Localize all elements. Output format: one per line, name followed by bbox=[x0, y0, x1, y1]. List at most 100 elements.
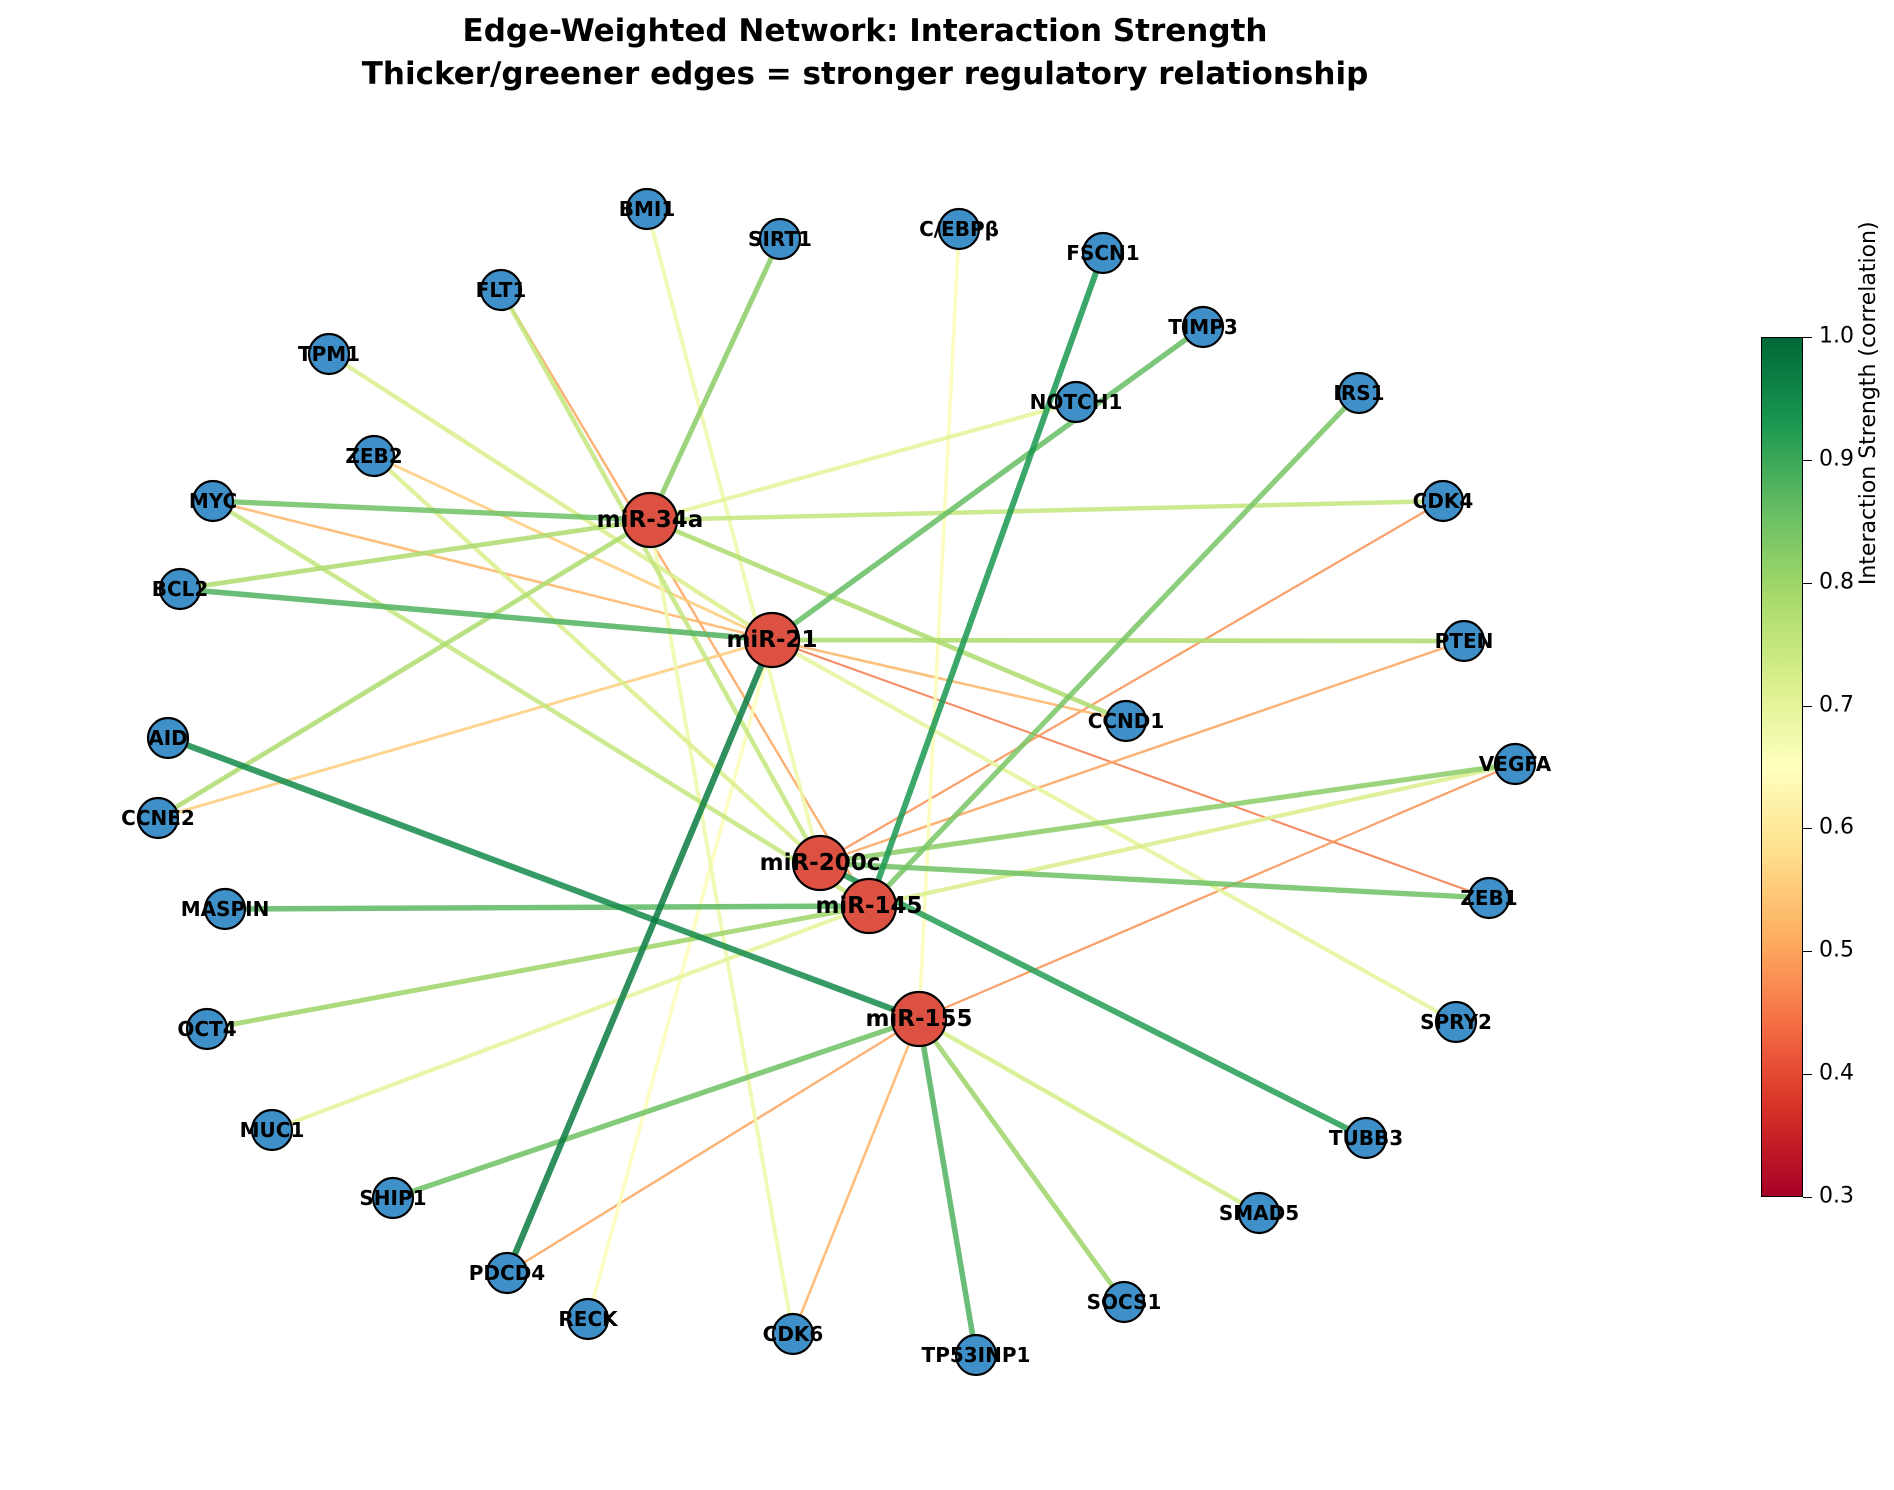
edge-miR-21-TIMP3 bbox=[770, 324, 1205, 643]
colorbar-tick-label-0.8: 0.8 bbox=[1819, 569, 1854, 595]
node-CCND1-gene bbox=[1104, 699, 1148, 743]
node-CEBP-gene bbox=[937, 207, 981, 251]
edge-miR-155-CEBP bbox=[917, 228, 961, 1020]
edge-miR-34a-CCND1 bbox=[649, 517, 1127, 724]
node-label-miR-155: miR-155 bbox=[865, 1006, 972, 1032]
edge-miR-145-OCT4 bbox=[206, 903, 870, 1032]
node-miR-200c-mirna bbox=[791, 834, 849, 892]
node-miR-21-mirna bbox=[743, 611, 801, 669]
colorbar-tick-0.6 bbox=[1803, 828, 1812, 830]
node-label-MUC1: MUC1 bbox=[240, 1118, 305, 1142]
node-label-CDK4: CDK4 bbox=[1413, 489, 1474, 513]
node-label-CDK6: CDK6 bbox=[763, 1322, 824, 1346]
edge-miR-200c-BMI1 bbox=[645, 208, 822, 864]
edge-miR-155-SHIP1 bbox=[392, 1016, 920, 1201]
edge-miR-34a-BCL2 bbox=[179, 517, 651, 592]
edge-miR-155-SMAD5 bbox=[917, 1017, 1261, 1215]
node-OCT4-gene bbox=[185, 1007, 229, 1051]
node-BMI1-gene bbox=[625, 187, 669, 231]
edge-miR-155-AID bbox=[166, 735, 921, 1022]
node-CDK6-gene bbox=[771, 1312, 815, 1356]
node-label-miR-34a: miR-34a bbox=[597, 507, 704, 533]
node-label-SMAD5: SMAD5 bbox=[1219, 1201, 1299, 1225]
edge-miR-200c-CDK4 bbox=[819, 500, 1444, 864]
node-MASPIN-gene bbox=[203, 887, 247, 931]
node-label-FLT1: FLT1 bbox=[476, 278, 527, 302]
node-label-CEBP: C/EBPβ bbox=[919, 217, 999, 241]
node-VEGFA-gene bbox=[1493, 742, 1537, 786]
colorbar-axis-label: Interaction Strength (correlation) bbox=[1856, 221, 1881, 586]
edge-miR-21-PDCD4 bbox=[504, 638, 775, 1275]
node-label-RECK: RECK bbox=[558, 1307, 619, 1331]
node-label-MYC: MYC bbox=[189, 489, 237, 513]
node-FLT1-gene bbox=[479, 268, 523, 312]
edge-miR-21-SPRY2 bbox=[771, 638, 1457, 1024]
edge-miR-21-ZEB2 bbox=[373, 454, 773, 642]
colorbar-tick-label-0.6: 0.6 bbox=[1819, 814, 1854, 840]
node-label-MASPIN: MASPIN bbox=[181, 897, 270, 921]
node-label-miR-145: miR-145 bbox=[815, 893, 922, 919]
figure-title: Edge-Weighted Network: Interaction Stren… bbox=[0, 10, 1730, 97]
title-line-1: Edge-Weighted Network: Interaction Stren… bbox=[462, 13, 1268, 49]
edge-miR-21-RECK bbox=[586, 639, 774, 1320]
colorbar-tick-0.5 bbox=[1803, 951, 1812, 953]
node-TP53INP1-gene bbox=[954, 1333, 998, 1377]
node-label-CCND1: CCND1 bbox=[1088, 709, 1165, 733]
node-IRS1-gene bbox=[1337, 371, 1381, 415]
edge-miR-145-IRS1 bbox=[867, 391, 1361, 908]
node-FSCN1-gene bbox=[1081, 231, 1125, 275]
node-label-TIMP3: TIMP3 bbox=[1168, 315, 1238, 339]
edge-miR-34a-NOTCH1 bbox=[649, 400, 1077, 522]
node-label-TP53INP1: TP53INP1 bbox=[922, 1343, 1031, 1367]
edge-miR-34a-CCNE2 bbox=[156, 517, 652, 821]
colorbar-tick-label-0.4: 0.4 bbox=[1819, 1060, 1854, 1086]
node-miR-34a-mirna bbox=[621, 491, 679, 549]
node-SIRT1-gene bbox=[758, 217, 802, 261]
node-label-PDCD4: PDCD4 bbox=[469, 1261, 545, 1285]
node-ZEB2-gene bbox=[352, 434, 396, 478]
node-MUC1-gene bbox=[250, 1108, 294, 1152]
node-label-AID: AID bbox=[148, 726, 188, 750]
node-label-TPM1: TPM1 bbox=[298, 342, 360, 366]
edge-miR-34a-SIRT1 bbox=[647, 237, 783, 522]
colorbar-tick-0.9 bbox=[1803, 459, 1812, 461]
edge-miR-21-ZEB1 bbox=[771, 639, 1490, 899]
edge-miR-200c-VEGFA bbox=[819, 761, 1516, 866]
node-CCNE2-gene bbox=[136, 796, 180, 840]
node-label-BMI1: BMI1 bbox=[619, 197, 676, 221]
colorbar-tick-label-0.7: 0.7 bbox=[1819, 692, 1854, 718]
node-label-SOCS1: SOCS1 bbox=[1087, 1290, 1162, 1314]
node-SOCS1-gene bbox=[1102, 1280, 1146, 1324]
edge-miR-145-FSCN1 bbox=[866, 251, 1106, 908]
node-label-FSCN1: FSCN1 bbox=[1066, 241, 1139, 265]
colorbar-tick-1.0 bbox=[1803, 337, 1812, 338]
node-label-SIRT1: SIRT1 bbox=[748, 227, 812, 251]
title-line-2: Thicker/greener edges = stronger regulat… bbox=[361, 56, 1369, 93]
edge-miR-21-BCL2 bbox=[179, 586, 773, 643]
edge-miR-155-TP53INP1 bbox=[916, 1018, 979, 1356]
node-PTEN-gene bbox=[1442, 619, 1486, 663]
edge-miR-145-MUC1 bbox=[271, 904, 870, 1132]
colorbar-tick-label-0.5: 0.5 bbox=[1819, 937, 1854, 963]
node-SHIP1-gene bbox=[371, 1176, 415, 1220]
node-label-NOTCH1: NOTCH1 bbox=[1030, 390, 1123, 414]
node-label-CCNE2: CCNE2 bbox=[121, 806, 195, 830]
edge-miR-200c-ZEB1 bbox=[819, 860, 1490, 901]
edge-miR-200c-TUBB3 bbox=[818, 860, 1368, 1141]
node-label-ZEB1: ZEB1 bbox=[1460, 886, 1517, 910]
edge-miR-21-TPM1 bbox=[327, 352, 774, 642]
colorbar: 1.0 0.9 0.8 0.7 0.6 0.5 0.4 0.3 bbox=[1761, 324, 1854, 1209]
node-label-miR-200c: miR-200c bbox=[760, 850, 881, 876]
edge-miR-21-MYC bbox=[212, 499, 773, 642]
edge-miR-145-VEGFA bbox=[868, 761, 1516, 909]
edge-miR-34a-CDK6 bbox=[648, 519, 795, 1335]
node-miR-145-mirna bbox=[840, 877, 898, 935]
node-AID-gene bbox=[146, 716, 190, 760]
node-label-PTEN: PTEN bbox=[1435, 629, 1494, 653]
colorbar-tick-label-0.3: 0.3 bbox=[1819, 1183, 1854, 1209]
node-miR-155-mirna bbox=[890, 990, 948, 1048]
edge-miR-155-VEGFA bbox=[918, 762, 1516, 1021]
edge-miR-145-MYC bbox=[211, 499, 871, 908]
edge-miR-200c-ZEB2 bbox=[372, 454, 822, 865]
